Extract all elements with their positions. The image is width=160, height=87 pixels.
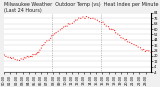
Text: Milwaukee Weather  Outdoor Temp (vs)  Heat Index per Minute (Last 24 Hours): Milwaukee Weather Outdoor Temp (vs) Heat… — [4, 2, 159, 13]
